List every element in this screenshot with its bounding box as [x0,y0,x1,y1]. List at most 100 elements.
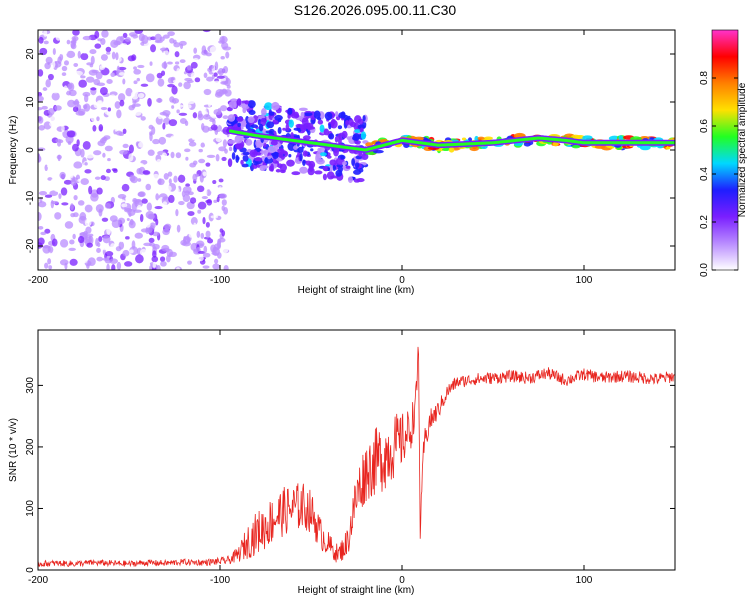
spectrogram-cell [205,98,211,104]
spectrogram-y-tick-label: 20 [25,48,36,60]
spectrogram-cell [194,77,201,83]
spectrogram-cell [178,200,185,206]
spectrogram-cell [73,62,79,67]
spectrogram-cell [44,164,48,172]
spectrogram-cell [77,235,85,244]
spectrogram-cell [277,126,282,135]
spectrogram-cell [442,147,450,152]
spectrogram-cell [126,217,130,222]
spectrogram-cell [247,100,256,109]
spectrogram-cell [122,32,128,38]
spectrogram-cell [298,107,308,111]
spectrogram-cell [242,151,250,156]
spectrogram-cell [70,213,76,218]
spectrogram-cell [249,149,258,158]
spectrogram-cell [84,94,89,103]
spectrogram-cell [158,136,167,145]
spectrogram-cell [226,84,231,89]
spectrogram-cell [87,233,94,237]
spectrogram-cell [112,168,118,173]
spectrogram-cell [220,105,228,112]
spectrogram-cell [258,123,264,132]
spectrogram-cell [360,131,367,140]
spectrogram-cell [39,47,48,56]
colorbar-tick-label: 0.0 [699,263,710,277]
spectrogram-cell [201,195,208,200]
spectrogram-cell [163,172,169,180]
spectrogram-cell [185,33,191,38]
spectrogram-cell [241,119,247,128]
spectrogram-cell [80,61,84,70]
spectrogram-cell [106,263,110,270]
spectrogram-cell [137,191,145,197]
colorbar-ticks: 0.0 0.2 0.4 0.6 0.8 [699,71,738,277]
spectrogram-cell [351,158,356,167]
spectrogram-cell [209,65,214,69]
spectrogram-cell [53,60,62,68]
spectrogram-cell [94,30,100,39]
spectrogram-y-tick-label: -20 [25,238,36,253]
colorbar-gradient [711,29,739,271]
spectrogram-cell [152,243,160,250]
spectrogram-cell [173,175,178,183]
spectrogram-cell [116,199,125,203]
spectrogram-cell [160,261,167,267]
spectrogram-cell [271,101,280,111]
spectrogram-cell [353,122,360,131]
spectrogram-cell [264,157,273,164]
spectrogram-cell [154,40,163,44]
spectrogram-cell [40,231,47,236]
spectrogram-cell [97,100,104,108]
spectrogram-cell [170,151,175,159]
spectrogram-cell [286,159,295,167]
spectrogram-cell [201,49,209,56]
spectrogram-cell [175,152,182,159]
spectrogram-cell [277,148,285,154]
spectrogram-cell [214,258,219,264]
spectrogram-cell [233,100,237,109]
spectrogram-cell [100,175,106,181]
spectrogram-cell [151,255,159,263]
spectrogram-cell [184,227,189,236]
spectrogram-cell [288,153,292,158]
spectrogram-cell [206,189,212,196]
spectrogram-cell [78,79,87,88]
spectrogram-cell [47,73,54,81]
spectrogram-cell [217,107,221,114]
spectrogram-cell [326,155,332,159]
spectrogram-cell [79,212,87,221]
spectrogram-cell [84,169,92,174]
spectrogram-cell [334,136,339,143]
spectrogram-cell [110,72,116,77]
spectrogram-x-tick-label: -100 [210,275,230,286]
spectrogram-cell [148,67,157,76]
spectrogram-cell [145,73,155,83]
spectrogram-cell [44,262,49,269]
spectrogram-cell [190,217,198,226]
spectrogram-cell [221,205,225,211]
spectrogram-cell [42,245,51,249]
spectrogram-cell [162,201,168,206]
spectrogram-cell [109,114,118,119]
spectrogram-cell [140,228,149,233]
spectrogram-cell [137,92,145,99]
spectrogram-cell [130,176,138,184]
spectrogram-cell [89,49,97,55]
spectrogram-cell [44,62,51,70]
spectrogram-cell [323,167,329,172]
spectrogram-cell [170,135,178,141]
spectrogram-cell [328,123,332,130]
colorbar-tick-label: 0.6 [699,119,710,133]
spectrogram-cell [237,122,241,128]
spectrogram-cell [202,265,210,269]
spectrogram-cell [104,202,111,209]
spectrogram-cell [206,198,213,206]
spectrogram-cell [155,218,159,226]
spectrogram-cell [96,247,101,253]
spectrogram-cell [117,93,126,102]
spectrogram-cell [197,201,207,210]
spectrogram-y-tick-label: 10 [25,96,36,108]
spectrogram-cell [38,212,42,221]
spectrogram-cell [179,43,184,50]
